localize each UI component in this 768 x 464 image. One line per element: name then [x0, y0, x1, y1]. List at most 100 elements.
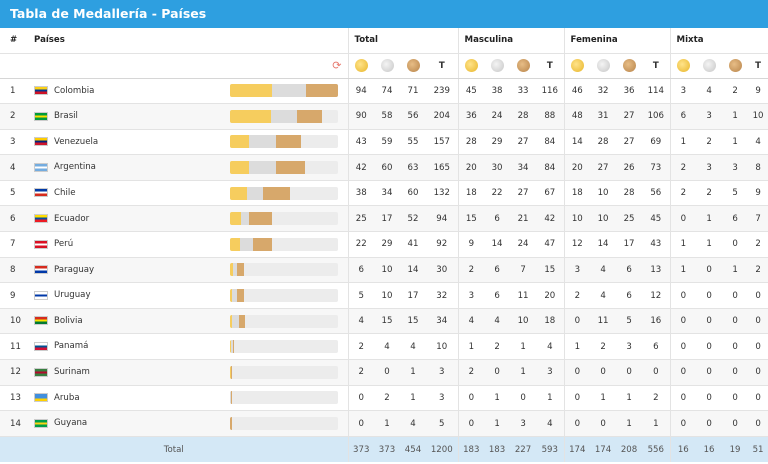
gold-medal-icon	[570, 59, 584, 72]
total-value: 74	[374, 78, 400, 105]
mixta-value: 0	[722, 410, 749, 437]
mixta-gold-medal-col[interactable]	[669, 53, 697, 79]
fem-value: 2	[642, 385, 671, 412]
country-name[interactable]: Venezuela	[54, 136, 99, 147]
mixta-value: 0	[696, 333, 723, 361]
countries-header[interactable]: Países	[28, 28, 230, 54]
total-value: 22	[347, 231, 374, 258]
masc-t-col[interactable]: T	[536, 53, 565, 79]
table-row[interactable]: 13 Aruba 0 2 1 3 0 1 0 1 0 1 1 2 0 0 0 0	[0, 385, 768, 412]
fem-value: 2	[563, 282, 591, 309]
masculina-header[interactable]: Masculina	[457, 28, 565, 54]
country-name[interactable]: Panamá	[54, 341, 89, 352]
masc-value: 21	[510, 205, 537, 233]
country-cell[interactable]: Perú	[28, 231, 230, 258]
table-row[interactable]: 1 Colombia 94 74 71 239 45 38 33 116 46 32 36 114 3 4 2 9	[0, 78, 768, 105]
mixta-value: 0	[722, 333, 749, 361]
mixta-bronze-medal-col[interactable]	[722, 53, 749, 79]
total-bronze-medal-col[interactable]	[400, 53, 426, 79]
totals-fem-value: 208	[616, 436, 643, 463]
total-value: 42	[347, 154, 374, 181]
table-row[interactable]: 11 Panamá 2 4 4 10 1 2 1 4 1 2 3 6 0 0 0 0	[0, 333, 768, 361]
medal-bar-cell	[230, 359, 348, 386]
country-cell[interactable]: Chile	[28, 180, 230, 207]
country-name[interactable]: Bolivia	[54, 315, 83, 326]
country-cell[interactable]: Uruguay	[28, 282, 230, 309]
table-row[interactable]: 10 Bolivia 4 15 15 34 4 4 10 18 0 11 5 16 0 0 0 0	[0, 308, 768, 335]
table-row[interactable]: 14 Guyana 0 1 4 5 0 1 3 4 0 0 1 1 0 0 0 0	[0, 410, 768, 437]
country-name[interactable]: Ecuador	[54, 213, 90, 224]
total-value: 63	[400, 154, 426, 181]
country-cell[interactable]: Paraguay	[28, 257, 230, 284]
country-cell[interactable]: Colombia	[28, 78, 230, 105]
masc-value: 7	[510, 257, 537, 284]
masc-silver-medal-col[interactable]	[484, 53, 511, 79]
mixta-silver-medal-col[interactable]	[696, 53, 723, 79]
table-row[interactable]: 5 Chile 38 34 60 132 18 22 27 67 18 10 28 56 2 2 5 9	[0, 180, 768, 207]
medal-bar	[230, 109, 338, 123]
fem-value: 11	[590, 308, 617, 335]
fem-silver-medal-col[interactable]	[590, 53, 617, 79]
table-row[interactable]: 3 Venezuela 43 59 55 157 28 29 27 84 14 28 27 69 1 2 1 4	[0, 129, 768, 156]
masc-bronze-medal-col[interactable]	[510, 53, 537, 79]
country-name[interactable]: Perú	[54, 239, 74, 250]
country-name[interactable]: Chile	[54, 187, 76, 198]
country-name[interactable]: Argentina	[54, 162, 96, 173]
refresh-icon[interactable]: ⟳	[332, 59, 342, 72]
country-cell[interactable]: Venezuela	[28, 129, 230, 156]
fem-value: 0	[590, 410, 617, 437]
row-index: 7	[0, 231, 28, 258]
country-cell[interactable]: Surinam	[28, 359, 230, 386]
country-cell[interactable]: Argentina	[28, 154, 230, 181]
fem-bronze-medal-col[interactable]	[616, 53, 643, 79]
country-cell[interactable]: Bolivia	[28, 308, 230, 335]
country-cell[interactable]: Guyana	[28, 410, 230, 437]
medal-bar	[230, 417, 338, 431]
fem-value: 14	[590, 231, 617, 258]
total-value: 60	[374, 154, 400, 181]
fem-value: 27	[616, 103, 643, 130]
silver-medal-icon	[380, 59, 394, 72]
masc-gold-medal-col[interactable]	[457, 53, 485, 79]
fem-value: 4	[590, 282, 617, 309]
fem-value: 14	[563, 129, 591, 156]
masc-value: 15	[457, 205, 485, 233]
table-row[interactable]: 9 Uruguay 5 10 17 32 3 6 11 20 2 4 6 12 0 0 0 0	[0, 282, 768, 309]
table-row[interactable]: 6 Ecuador 25 17 52 94 15 6 21 42 10 10 25 45 0 1 6 7	[0, 205, 768, 233]
table-row[interactable]: 2 Brasil 90 58 56 204 36 24 28 88 48 31 27 106 6 3 1 10	[0, 103, 768, 130]
mixta-t-col[interactable]: T	[748, 53, 768, 79]
country-name[interactable]: Surinam	[54, 367, 90, 378]
total-silver-medal-col[interactable]	[374, 53, 400, 79]
country-name[interactable]: Brasil	[54, 111, 78, 122]
fem-gold-medal-col[interactable]	[563, 53, 591, 79]
gold-bar-segment	[230, 314, 232, 328]
masc-value: 10	[510, 308, 537, 335]
mixta-header[interactable]: Mixta	[669, 28, 768, 54]
total-header[interactable]: Total	[347, 28, 459, 54]
country-name[interactable]: Uruguay	[54, 290, 91, 301]
silver-bar-segment	[230, 340, 233, 354]
mixta-value: 3	[696, 103, 723, 130]
total-gold-medal-col[interactable]	[347, 53, 374, 79]
refresh-cell[interactable]: ⟳	[230, 53, 348, 79]
row-index: 1	[0, 78, 28, 105]
country-cell[interactable]: Brasil	[28, 103, 230, 130]
country-cell[interactable]: Panamá	[28, 333, 230, 361]
table-row[interactable]: 12 Surinam 2 0 1 3 2 0 1 3 0 0 0 0 0 0 0 0	[0, 359, 768, 386]
table-row[interactable]: 4 Argentina 42 60 63 165 20 30 34 84 20 27 26 73 2 3 3 8	[0, 154, 768, 181]
table-row[interactable]: 7 Perú 22 29 41 92 9 14 24 47 12 14 17 43 1 1 0 2	[0, 231, 768, 258]
country-name[interactable]: Guyana	[54, 418, 88, 429]
country-name[interactable]: Aruba	[54, 392, 80, 403]
table-row[interactable]: 8 Paraguay 6 10 14 30 2 6 7 15 3 4 6 13 1 0 1 2	[0, 257, 768, 284]
blank-cell	[0, 53, 28, 79]
country-cell[interactable]: Ecuador	[28, 205, 230, 233]
total-t-col[interactable]: T	[426, 53, 459, 79]
country-name[interactable]: Colombia	[54, 85, 95, 96]
medal-bar-cell	[230, 308, 348, 335]
fem-value: 32	[590, 78, 617, 105]
femenina-header[interactable]: Femenina	[563, 28, 671, 54]
country-cell[interactable]: Aruba	[28, 385, 230, 412]
country-name[interactable]: Paraguay	[54, 264, 95, 275]
total-value: 17	[400, 282, 426, 309]
fem-t-col[interactable]: T	[642, 53, 671, 79]
